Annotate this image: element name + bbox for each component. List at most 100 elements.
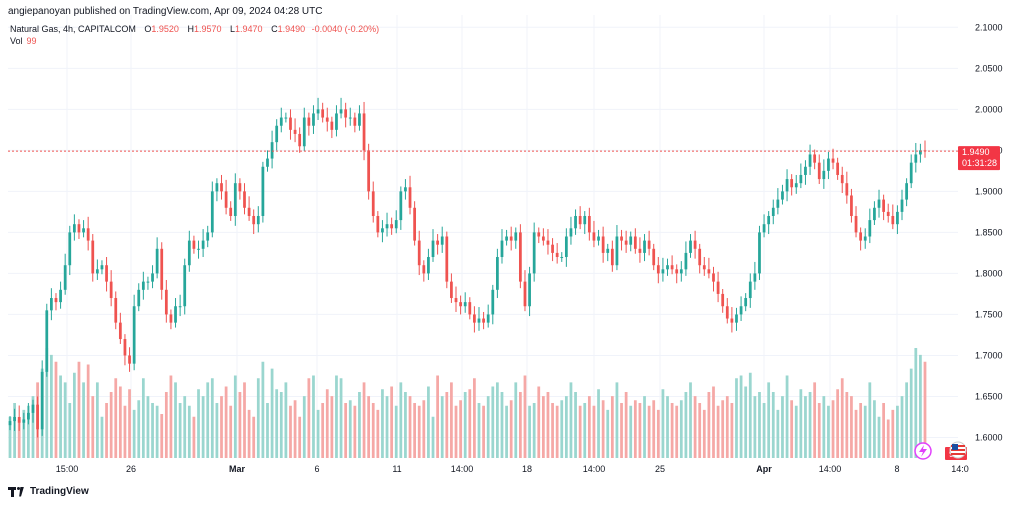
volume-bar xyxy=(279,392,283,458)
candle-body xyxy=(739,306,743,315)
candle-body xyxy=(440,236,444,245)
volume-bar xyxy=(753,396,757,458)
volume-bar xyxy=(408,396,412,458)
candle-body xyxy=(574,215,577,229)
volume-bar xyxy=(312,375,315,458)
candle-body xyxy=(95,269,99,274)
candle-body xyxy=(436,240,439,245)
volume-bar xyxy=(77,361,81,458)
candle-body xyxy=(137,289,141,307)
volume-bar xyxy=(500,392,504,458)
volume-bar xyxy=(137,400,141,458)
volume-bar xyxy=(735,378,738,458)
candle-body xyxy=(900,199,904,212)
volume-bar xyxy=(564,396,568,458)
candle-body xyxy=(698,248,702,266)
volume-bar xyxy=(541,396,545,458)
volume-bar xyxy=(707,392,711,458)
candle-body xyxy=(633,236,637,249)
volume-bar xyxy=(298,416,302,458)
volume-bar xyxy=(431,416,435,458)
candle-body xyxy=(201,240,205,249)
candle-body xyxy=(459,302,462,307)
candle-body xyxy=(896,211,899,225)
candle-body xyxy=(36,404,39,430)
volume-bar xyxy=(873,400,876,458)
candle-body xyxy=(325,117,329,122)
volume-bar xyxy=(923,361,927,458)
candle-body xyxy=(381,228,384,233)
symbol-label[interactable]: Natural Gas, 4h, CAPITALCOM xyxy=(10,24,136,34)
price-tick-label: 2.0000 xyxy=(975,104,1003,114)
volume-bar xyxy=(615,382,619,458)
candle-body xyxy=(358,113,361,126)
candle-body xyxy=(187,240,191,266)
candle-body xyxy=(86,228,90,241)
candle-body xyxy=(312,113,315,126)
candle-body xyxy=(394,220,398,229)
volume-bar xyxy=(440,396,444,458)
volume-bar xyxy=(574,392,577,458)
candle-body xyxy=(592,232,596,241)
candle-body xyxy=(643,240,646,253)
volume-bar xyxy=(486,396,490,458)
volume-bar xyxy=(473,378,476,458)
volume-bar xyxy=(716,405,720,458)
candle-body xyxy=(100,265,104,270)
candle-body xyxy=(919,150,922,155)
volume-bar xyxy=(781,396,784,458)
volume-bar xyxy=(22,409,26,458)
candle-body xyxy=(233,183,237,216)
volume-bar xyxy=(174,382,177,458)
volume-bar xyxy=(348,400,352,458)
volume-bar xyxy=(394,405,398,458)
volume-bar xyxy=(767,382,771,458)
candle-body xyxy=(114,298,118,323)
price-tick-label: 1.7000 xyxy=(975,350,1003,360)
volume-bar xyxy=(50,354,53,458)
volume-bar xyxy=(491,386,495,458)
volume-bar xyxy=(233,375,237,458)
candle-body xyxy=(813,154,817,163)
volume-bar xyxy=(670,403,674,458)
volume-bar xyxy=(840,378,844,458)
candle-body xyxy=(555,252,559,258)
volume-bar xyxy=(551,403,554,458)
volume-bar xyxy=(900,396,904,458)
volume-bar xyxy=(160,414,164,458)
volume-bar xyxy=(45,348,49,458)
close-label: C xyxy=(271,24,278,34)
time-tick-label: 14:0 xyxy=(951,464,969,474)
candle-body xyxy=(390,224,394,229)
tradingview-footer[interactable]: TradingView xyxy=(8,486,89,497)
candle-body xyxy=(491,289,495,315)
candle-body xyxy=(638,248,642,253)
volume-bar xyxy=(390,386,394,458)
candle-body xyxy=(661,269,665,274)
volume-bar xyxy=(597,389,600,458)
candle-body xyxy=(266,158,269,167)
candle-body xyxy=(59,289,62,303)
candle-body xyxy=(693,240,697,249)
candle-body xyxy=(316,109,320,114)
volume-bar xyxy=(353,405,357,458)
volume-bar xyxy=(730,403,734,458)
candle-body xyxy=(298,133,302,147)
volume-bar xyxy=(413,403,417,458)
candle-body xyxy=(629,236,633,245)
volume-bar xyxy=(132,409,136,458)
candle-body xyxy=(8,421,12,426)
flash-icon[interactable] xyxy=(914,442,932,460)
candle-body xyxy=(477,318,481,323)
volume-bar xyxy=(252,416,256,458)
volume-bar xyxy=(592,405,596,458)
us-flag-icon[interactable] xyxy=(949,441,967,459)
volume-bar xyxy=(633,400,637,458)
candle-body xyxy=(289,117,292,130)
candle-body xyxy=(804,166,807,175)
volume-bar xyxy=(914,348,918,458)
candle-body xyxy=(831,158,835,163)
volume-bar xyxy=(72,372,76,458)
volume-bar xyxy=(877,416,881,458)
